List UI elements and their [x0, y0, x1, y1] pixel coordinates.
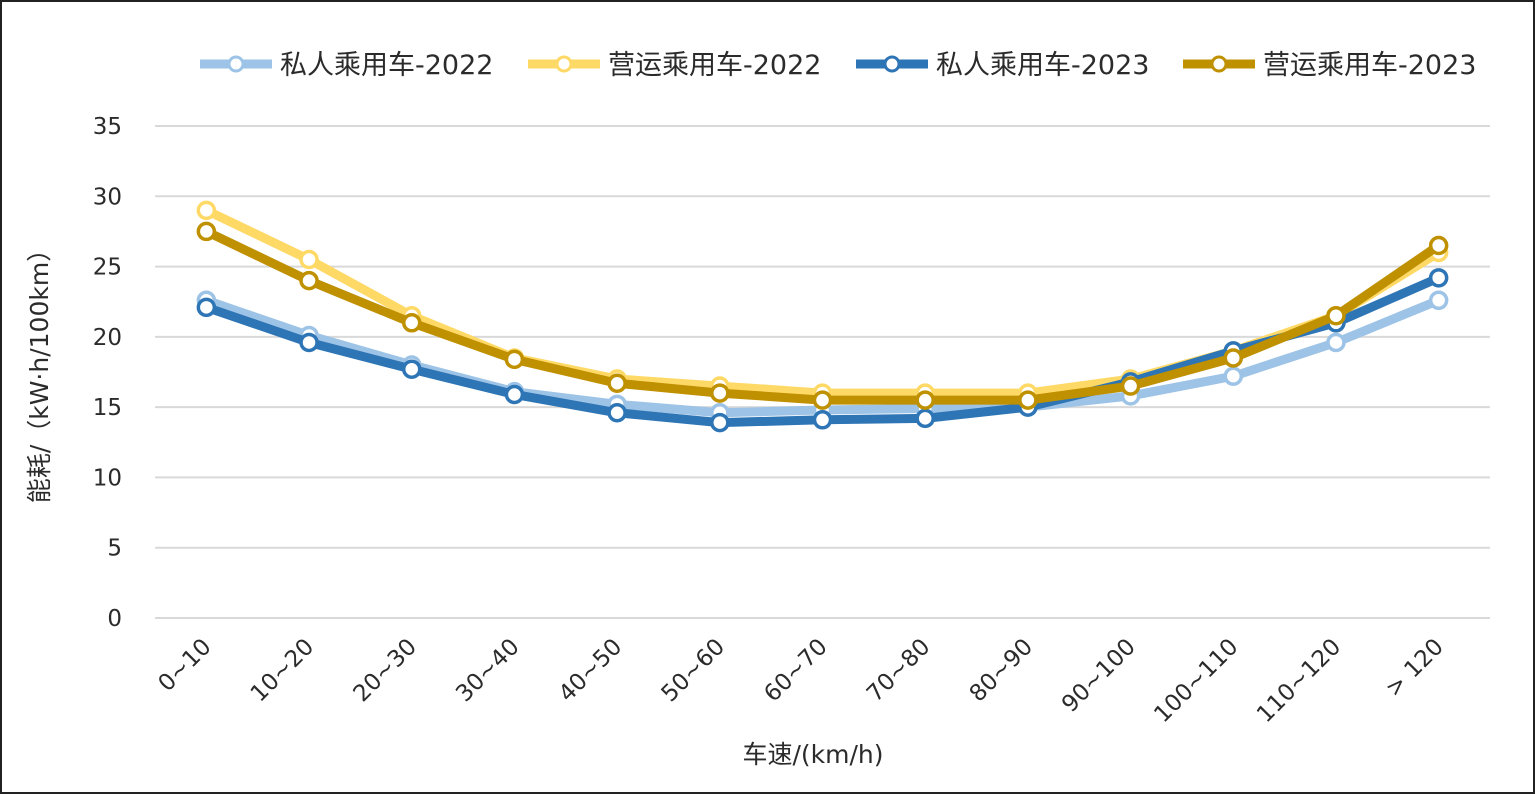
legend-label: 营运乘用车-2023 — [1263, 50, 1476, 81]
data-point — [710, 383, 730, 403]
y-tick-label: 0 — [107, 606, 122, 632]
x-tick-label: 0~10 — [154, 634, 217, 697]
x-tick-label: 10~20 — [246, 634, 319, 707]
data-point — [915, 408, 935, 429]
legend-label: 私人乘用车-2022 — [280, 50, 493, 81]
series-line — [201, 226, 1444, 405]
legend-label: 私人乘用车-2023 — [936, 50, 1149, 81]
legend-swatch-marker — [1210, 55, 1228, 73]
gridlines — [155, 125, 1490, 619]
y-tick-label: 35 — [93, 114, 122, 140]
legend-item-1: 营运乘用车-2022 — [528, 50, 821, 81]
data-point — [607, 403, 627, 423]
data-point — [812, 410, 833, 430]
legend-swatch-marker — [227, 55, 245, 73]
data-point — [299, 270, 319, 291]
data-point — [299, 249, 319, 270]
legend-swatch-marker — [883, 55, 901, 73]
data-point — [196, 297, 217, 318]
data-point — [196, 200, 217, 221]
data-point — [812, 390, 833, 410]
data-point — [504, 384, 525, 405]
data-point — [1223, 366, 1244, 386]
x-tick-label: 110~120 — [1252, 634, 1346, 728]
legend-label: 营运乘用车-2022 — [608, 50, 821, 81]
x-tick-label: 50~60 — [657, 634, 730, 707]
x-tick-label: 80~90 — [965, 634, 1038, 707]
data-point — [1428, 268, 1449, 288]
legend-item-3: 营运乘用车-2023 — [1183, 50, 1476, 81]
y-tick-label: 30 — [93, 184, 122, 210]
x-tick-label: > 120 — [1381, 634, 1449, 702]
data-point — [1428, 290, 1449, 311]
x-tick-label: 60~70 — [759, 634, 832, 707]
data-point — [710, 412, 730, 433]
x-tick-label: 40~50 — [554, 634, 627, 707]
x-tick-label: 90~100 — [1057, 634, 1141, 718]
y-tick-label: 5 — [107, 536, 122, 562]
legend-swatch-marker — [555, 55, 573, 73]
data-point — [607, 373, 627, 393]
x-tick-label: 30~40 — [451, 634, 524, 707]
x-tick-label: 70~80 — [862, 634, 935, 707]
data-point — [1326, 306, 1346, 326]
data-point — [1428, 235, 1449, 256]
y-axis-ticks: 0 5 10 15 20 25 30 35 — [93, 114, 122, 632]
data-point — [196, 221, 217, 242]
data-point — [401, 313, 422, 333]
legend: 私人乘用车-2022 营运乘用车-2022 私人乘用车-2023 营运乘用车-2023 — [200, 50, 1476, 81]
x-tick-label: 20~30 — [349, 634, 422, 707]
series-group — [196, 200, 1449, 433]
y-tick-label: 15 — [93, 395, 122, 421]
data-point — [401, 359, 422, 379]
legend-item-0: 私人乘用车-2022 — [200, 50, 493, 81]
data-point — [504, 349, 525, 370]
y-tick-label: 20 — [93, 325, 122, 351]
data-point — [1018, 390, 1038, 410]
data-point — [1120, 376, 1141, 396]
data-point — [299, 332, 319, 353]
x-axis-ticks: 0~10 10~20 20~30 30~40 40~50 50~60 60~70 70~80 8… — [154, 634, 1449, 728]
y-tick-label: 10 — [93, 465, 122, 491]
x-axis-title: 车速/(km/h) — [742, 740, 883, 769]
x-tick-label: 100~110 — [1149, 634, 1243, 728]
data-point — [915, 390, 935, 410]
data-point — [1223, 348, 1244, 368]
y-axis-title: 能耗/（kW·h/100km） — [25, 237, 54, 503]
series-3 — [196, 221, 1449, 410]
legend-item-2: 私人乘用车-2023 — [856, 50, 1149, 81]
data-point — [1326, 332, 1346, 353]
y-tick-label: 25 — [93, 255, 122, 281]
